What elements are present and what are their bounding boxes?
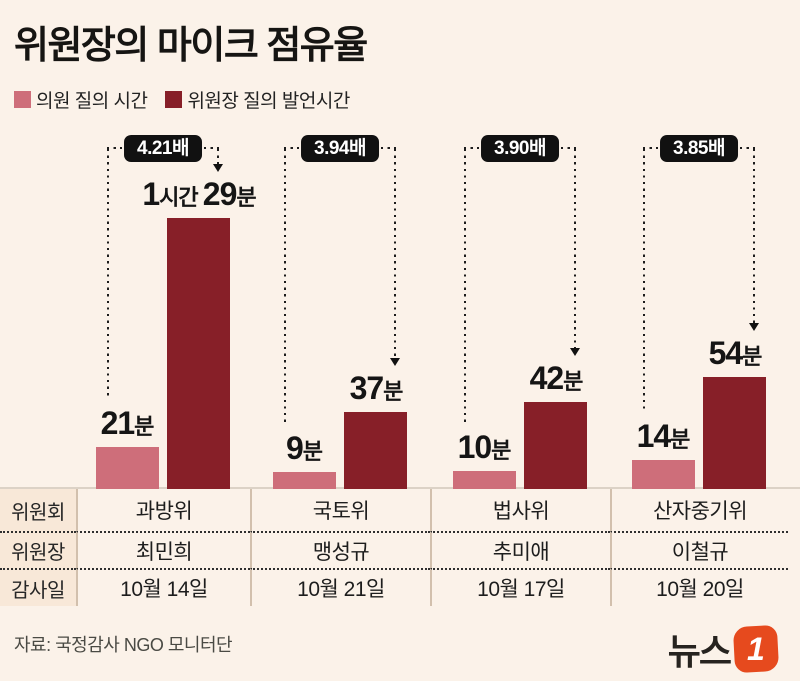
news1-logo-badge-number: 1 (747, 630, 765, 667)
table-cell-chair: 최민희 (76, 531, 250, 568)
chair-bar (524, 402, 587, 489)
ratio-badge: 3.85배 (660, 135, 738, 162)
member-value-label-part: 9 (285, 430, 304, 466)
member-bar (273, 472, 336, 489)
committee-table: 위원회 과방위 국토위 법사위 산자중기위 위원장 최민희 맹성규 추미애 이철규 감사일 10월 1… (0, 489, 788, 606)
chair-value-label: 42분 (529, 360, 584, 397)
member-value-label-part: 21 (100, 405, 136, 441)
guide-connector-left (643, 147, 658, 149)
table-cell-committee: 국토위 (250, 489, 430, 531)
guide-connector-right (740, 147, 755, 149)
table-cell-date: 10월 14일 (76, 568, 250, 606)
member-value-label-part: 분 (670, 427, 690, 452)
table-cell-chair: 이철규 (610, 531, 788, 568)
table-cell-date: 10월 20일 (610, 568, 788, 606)
chair-bar (703, 377, 766, 489)
guide-line-right (753, 149, 755, 323)
table-cell-date: 10월 21일 (250, 568, 430, 606)
guide-connector-left (107, 147, 122, 149)
legend-swatch-icon (14, 91, 31, 108)
chair-value-label-part: 분 (742, 344, 762, 369)
guide-line-right (394, 149, 396, 358)
legend-label: 위원장 질의 발언시간 (187, 91, 350, 112)
arrow-down-icon (213, 164, 223, 172)
guide-line-right (574, 149, 576, 348)
member-value-label: 21분 (100, 405, 155, 442)
table-cell-chair: 맹성규 (250, 531, 430, 568)
guide-connector-right (381, 147, 396, 149)
table-row-header: 감사일 (0, 568, 76, 606)
guide-line-left (107, 149, 109, 400)
member-value-label-part: 분 (491, 438, 511, 463)
table-row-header: 위원회 (0, 489, 76, 531)
chair-bar (167, 218, 230, 489)
news1-logo: 뉴스 1 (667, 623, 780, 675)
ratio-badge: 4.21배 (124, 135, 202, 162)
page-title: 위원장의 마이크 점유율 (14, 25, 368, 67)
table-cell-chair: 추미애 (430, 531, 610, 568)
chair-value-label-part: 시간 (159, 185, 203, 210)
member-value-label-part: 분 (302, 439, 323, 464)
legend-item: 의원 질의 시간 (14, 86, 148, 113)
chair-value-label-part: 37 (349, 370, 385, 406)
news1-logo-badge-icon: 1 (732, 624, 780, 674)
chair-value-label-part: 분 (236, 185, 256, 210)
chair-value-label: 1시간 29분 (142, 176, 256, 213)
guide-connector-left (464, 147, 479, 149)
guide-line-left (464, 149, 466, 424)
guide-line-left (284, 149, 286, 425)
chair-value-label-part: 분 (383, 379, 403, 404)
member-bar (96, 447, 159, 489)
ratio-badge: 3.90배 (481, 135, 559, 162)
guide-connector-right (561, 147, 576, 149)
guide-line-right (217, 149, 219, 164)
guide-connector-right (204, 147, 219, 149)
legend: 의원 질의 시간 위원장 질의 발언시간 (14, 86, 350, 113)
chair-value-label: 54분 (708, 335, 763, 372)
news1-logo-text: 뉴스 (667, 631, 732, 672)
member-value-label-part: 10 (457, 429, 493, 465)
chair-value-label: 37분 (349, 370, 404, 407)
arrow-down-icon (570, 348, 580, 356)
member-value-label-part: 분 (134, 414, 154, 439)
table-cell-committee: 과방위 (76, 489, 250, 531)
member-value-label: 14분 (636, 418, 691, 455)
member-value-label: 9분 (285, 430, 323, 467)
table-cell-committee: 법사위 (430, 489, 610, 531)
legend-label: 의원 질의 시간 (36, 91, 148, 112)
chair-value-label-part: 54 (708, 335, 744, 371)
chair-value-label-part: 분 (563, 369, 583, 394)
table-cell-date: 10월 17일 (430, 568, 610, 606)
guide-connector-left (284, 147, 299, 149)
member-value-label: 10분 (457, 429, 512, 466)
member-bar (453, 471, 516, 489)
member-value-label-part: 14 (636, 418, 672, 454)
legend-swatch-icon (165, 91, 183, 108)
guide-line-left (643, 149, 645, 413)
chair-value-label-part: 1 (142, 176, 160, 212)
table-cell-committee: 산자중기위 (610, 489, 788, 531)
arrow-down-icon (390, 358, 400, 366)
chair-bar (344, 412, 407, 489)
member-bar (632, 460, 695, 489)
arrow-down-icon (749, 323, 759, 331)
source-credit: 자료: 국정감사 NGO 모니터단 (14, 635, 233, 655)
table-row-header: 위원장 (0, 531, 76, 568)
legend-item: 위원장 질의 발언시간 (165, 86, 350, 113)
ratio-badge: 3.94배 (301, 135, 379, 162)
chair-value-label-part: 42 (529, 360, 565, 396)
chair-value-label-part: 29 (202, 176, 238, 212)
